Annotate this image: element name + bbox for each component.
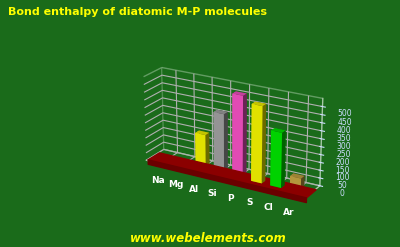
Text: Bond enthalpy of diatomic M-P molecules: Bond enthalpy of diatomic M-P molecules bbox=[8, 7, 267, 17]
Text: www.webelements.com: www.webelements.com bbox=[130, 231, 286, 245]
